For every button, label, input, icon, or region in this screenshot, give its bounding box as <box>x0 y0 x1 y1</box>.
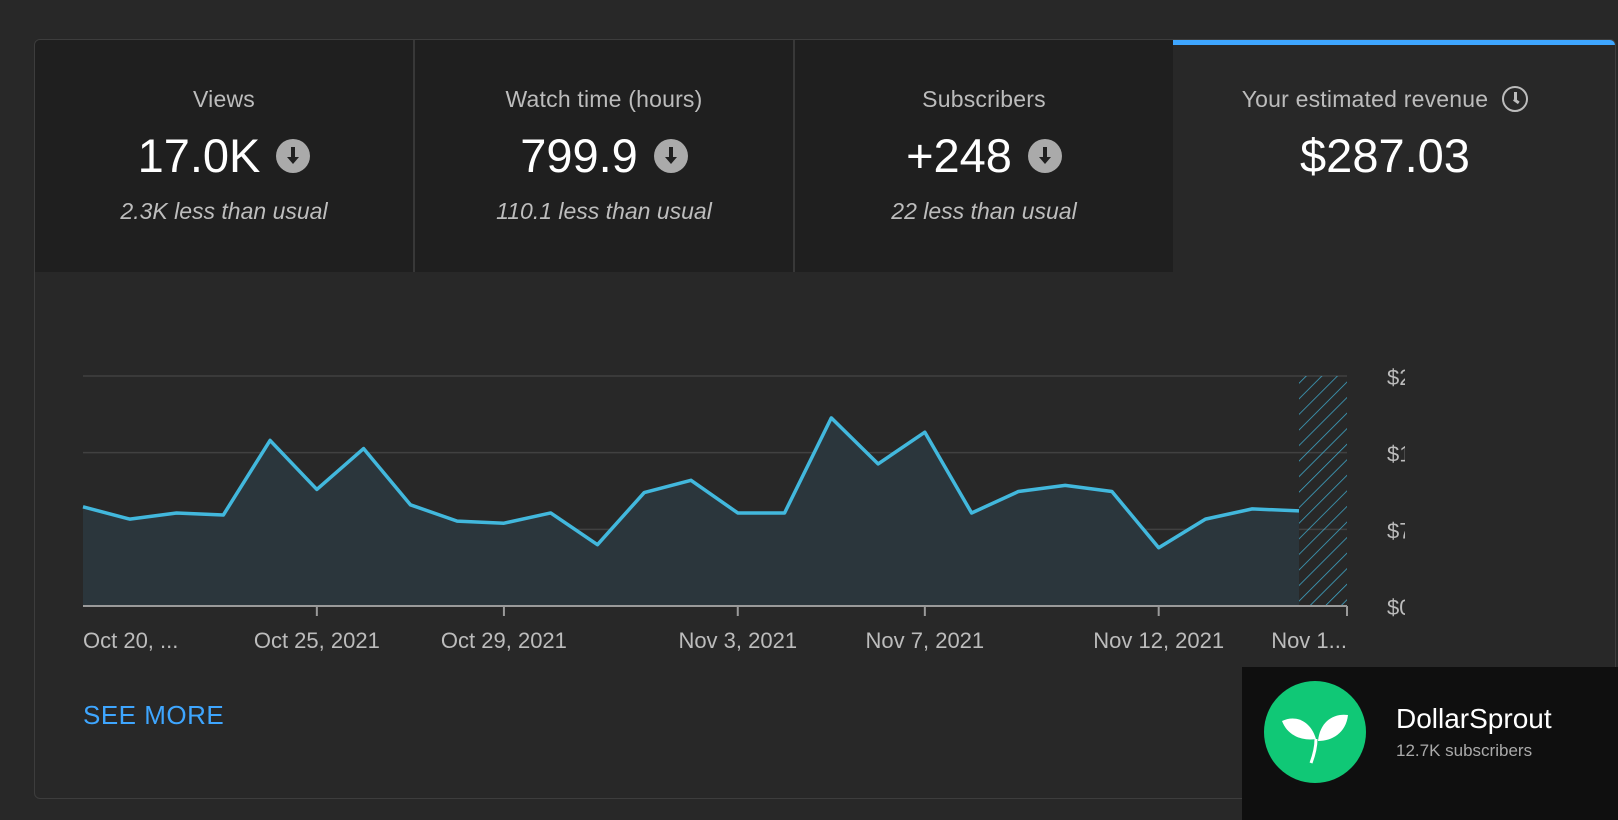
see-more-link[interactable]: SEE MORE <box>83 700 225 730</box>
x-tick-label: Nov 1... <box>1271 628 1347 653</box>
channel-badge: DollarSprout 12.7K subscribers <box>1242 667 1618 820</box>
tab-views-label: Views <box>193 86 255 112</box>
sprout-leaf-icon <box>1264 681 1366 783</box>
tab-subscribers[interactable]: Subscribers +248 22 less than usual <box>795 40 1173 272</box>
arrow-down-circle-icon <box>276 139 311 173</box>
tab-watch-time-value: 799.9 <box>520 129 638 182</box>
tab-views[interactable]: Views 17.0K 2.3K less than usual <box>35 40 415 272</box>
revenue-chart: $22.50 $15.00 $7.50 $0.00 Oct 20, ... Oct 25… <box>82 365 1405 653</box>
arrow-down-circle-icon <box>1027 139 1062 173</box>
clock-icon[interactable] <box>1502 85 1529 112</box>
x-tick-label: Nov 7, 2021 <box>866 628 985 653</box>
tab-watch-time[interactable]: Watch time (hours) 799.9 110.1 less than… <box>415 40 795 272</box>
tab-views-comparison: 2.3K less than usual <box>120 198 328 224</box>
x-tick-label: Oct 25, 2021 <box>254 628 380 653</box>
tab-watch-time-comparison: 110.1 less than usual <box>496 198 712 224</box>
active-tab-indicator <box>1173 40 1615 45</box>
metric-tabs: Views 17.0K 2.3K less than usual Watch t… <box>35 40 1615 272</box>
revenue-area <box>83 417 1299 606</box>
tab-subscribers-comparison: 22 less than usual <box>891 198 1077 224</box>
partial-period-hatch <box>1299 376 1347 606</box>
tab-views-value: 17.0K <box>137 129 261 182</box>
tab-revenue-label: Your estimated revenue <box>1241 86 1489 112</box>
tab-revenue-value: $287.03 <box>1300 129 1470 182</box>
y-tick-label: $15.00 <box>1387 442 1405 467</box>
y-tick-label: $22.50 <box>1387 365 1405 390</box>
x-tick-label: Oct 29, 2021 <box>441 628 567 653</box>
x-tick-label: Oct 20, ... <box>83 628 178 653</box>
x-tick-label: Nov 12, 2021 <box>1093 628 1224 653</box>
channel-subscriber-count: 12.7K subscribers <box>1396 741 1533 760</box>
y-tick-label: $7.50 <box>1387 518 1405 543</box>
x-tick-label: Nov 3, 2021 <box>678 628 797 653</box>
tab-estimated-revenue[interactable]: Your estimated revenue $287.03 <box>1173 40 1615 272</box>
tab-watch-time-label: Watch time (hours) <box>505 86 703 112</box>
tab-subscribers-value: +248 <box>906 129 1012 182</box>
y-tick-label: $0.00 <box>1387 595 1405 620</box>
arrow-down-circle-icon <box>653 139 688 173</box>
analytics-card: Views 17.0K 2.3K less than usual Watch t… <box>34 39 1616 799</box>
channel-name: DollarSprout <box>1396 703 1552 734</box>
tab-subscribers-label: Subscribers <box>922 86 1046 112</box>
revenue-line <box>82 416 1300 550</box>
